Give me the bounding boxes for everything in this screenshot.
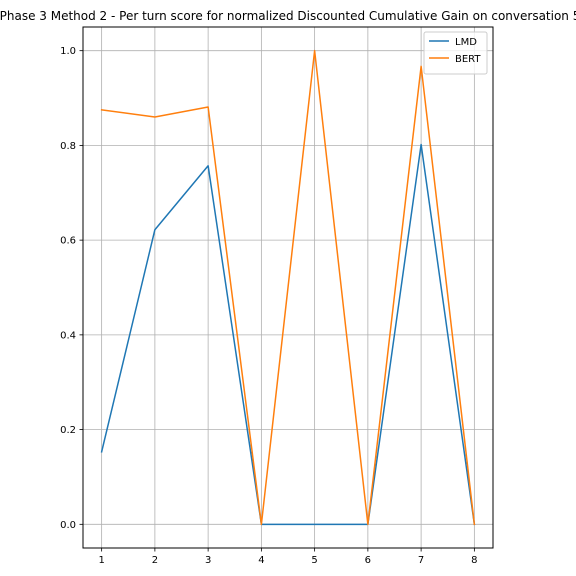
legend-box [423, 31, 488, 75]
plot-area-frame [82, 26, 494, 549]
series-line-lmd [100, 143, 476, 526]
x-tick-label: 4 [258, 555, 264, 566]
series-line-bert [100, 49, 476, 526]
x-tick-label: 8 [471, 555, 477, 566]
y-tick-label: 0.2 [60, 425, 76, 436]
y-axis: 0.0 0.2 0.4 0.6 0.8 1.0 [60, 46, 83, 531]
series-lines [100, 49, 476, 526]
legend-label-bert: BERT [455, 54, 481, 65]
chart-title: Phase 3 Method 2 - Per turn score for no… [0, 9, 576, 23]
legend: LMD BERT [423, 31, 488, 75]
x-tick-label: 1 [98, 555, 104, 566]
y-tick-label: 0.4 [60, 330, 76, 341]
y-tick-label: 0.0 [60, 520, 76, 531]
x-tick-label: 6 [365, 555, 371, 566]
x-axis: 1 2 3 4 5 6 7 8 [98, 548, 478, 566]
y-tick-label: 0.6 [60, 236, 76, 247]
y-tick-label: 0.8 [60, 141, 76, 152]
x-tick-label: 3 [205, 555, 211, 566]
legend-label-lmd: LMD [455, 37, 477, 48]
y-tick-label: 1.0 [60, 46, 76, 57]
x-tick-label: 7 [418, 555, 424, 566]
x-tick-label: 5 [311, 555, 317, 566]
x-tick-label: 2 [152, 555, 158, 566]
